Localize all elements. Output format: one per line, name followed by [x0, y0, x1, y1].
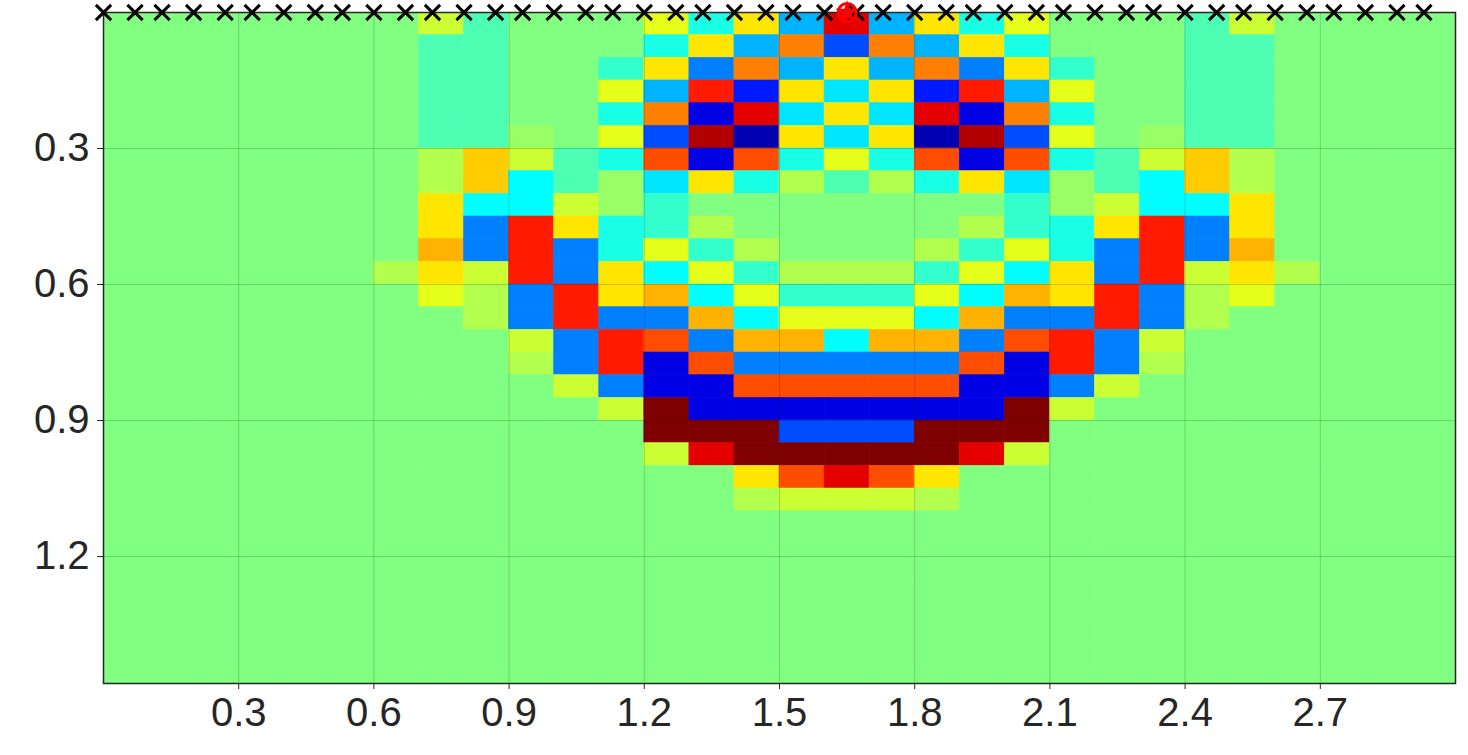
svg-text:1.8: 1.8 [887, 690, 943, 734]
svg-text:2.4: 2.4 [1157, 690, 1213, 734]
svg-text:0.9: 0.9 [481, 690, 537, 734]
svg-text:1.2: 1.2 [34, 533, 90, 577]
svg-text:2.7: 2.7 [1292, 690, 1348, 734]
svg-text:0.9: 0.9 [34, 397, 90, 441]
svg-text:0.6: 0.6 [34, 261, 90, 305]
svg-text:1.5: 1.5 [752, 690, 808, 734]
svg-text:1.2: 1.2 [616, 690, 672, 734]
svg-text:2.1: 2.1 [1022, 690, 1078, 734]
svg-text:0.6: 0.6 [346, 690, 402, 734]
svg-text:0.3: 0.3 [211, 690, 267, 734]
svg-text:0.3: 0.3 [34, 125, 90, 169]
